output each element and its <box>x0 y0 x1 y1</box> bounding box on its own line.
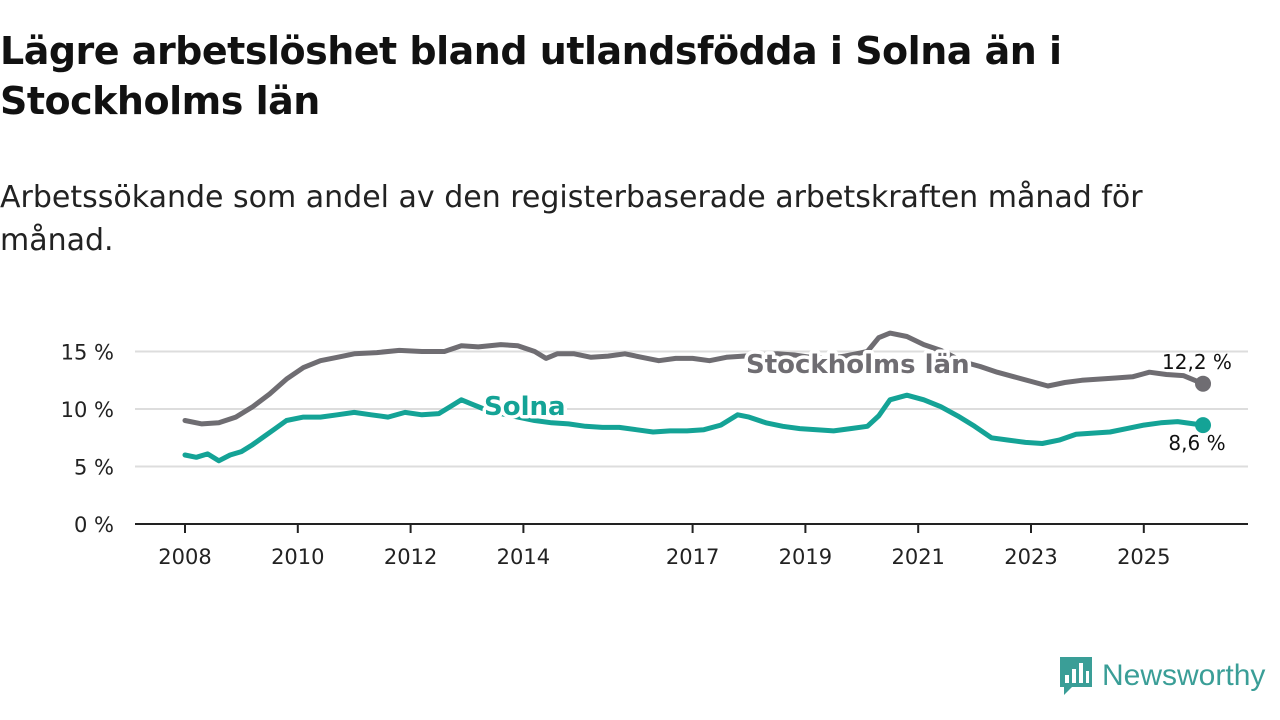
y-tick-label: 10 % <box>61 398 114 422</box>
newsworthy-logo: Newsworthy <box>1058 655 1265 697</box>
end-value-label-stockholm: 12,2 % <box>1162 350 1232 374</box>
x-tick-label: 2008 <box>158 545 211 569</box>
series-label-solna: Solna <box>484 392 566 422</box>
x-axis-ticks: 2008 2010 2012 2014 2017 2019 2021 2023 2025 <box>158 524 1171 569</box>
x-tick-label: 2021 <box>891 545 944 569</box>
series-line-stockholm <box>182 330 1206 427</box>
y-tick-label: 15 % <box>61 341 114 365</box>
x-tick-label: 2012 <box>384 545 437 569</box>
series-lines <box>182 330 1212 464</box>
y-tick-label: 5 % <box>74 456 114 480</box>
x-tick-label: 2010 <box>271 545 324 569</box>
series-label-stockholm: Stockholms län <box>746 350 970 380</box>
x-tick-label: 2023 <box>1004 545 1057 569</box>
end-point-solna <box>1195 417 1212 434</box>
x-tick-label: 2025 <box>1117 545 1170 569</box>
x-tick-label: 2019 <box>779 545 832 569</box>
y-axis-ticks: 0 % 5 % 10 % 15 % <box>61 341 114 538</box>
y-tick-label: 0 % <box>74 513 114 537</box>
x-tick-label: 2017 <box>666 545 719 569</box>
gridlines <box>135 350 1248 468</box>
brand-name: Newsworthy <box>1102 659 1266 692</box>
chart-title: Lägre arbetslöshet bland utlandsfödda i … <box>0 29 1062 123</box>
chart-subtitle: Arbetssökande som andel av den registerb… <box>0 180 1143 258</box>
x-tick-label: 2014 <box>497 545 550 569</box>
end-point-stockholm <box>1195 375 1212 392</box>
line-chart: 0 %5 %10 %15 % 2008 2010 2012 2014 2017 2019 2… <box>61 330 1248 569</box>
series-line-solna <box>182 392 1206 464</box>
end-value-label-solna: 8,6 % <box>1168 431 1225 455</box>
bar-chart-speech-bubble-icon <box>1060 657 1092 695</box>
